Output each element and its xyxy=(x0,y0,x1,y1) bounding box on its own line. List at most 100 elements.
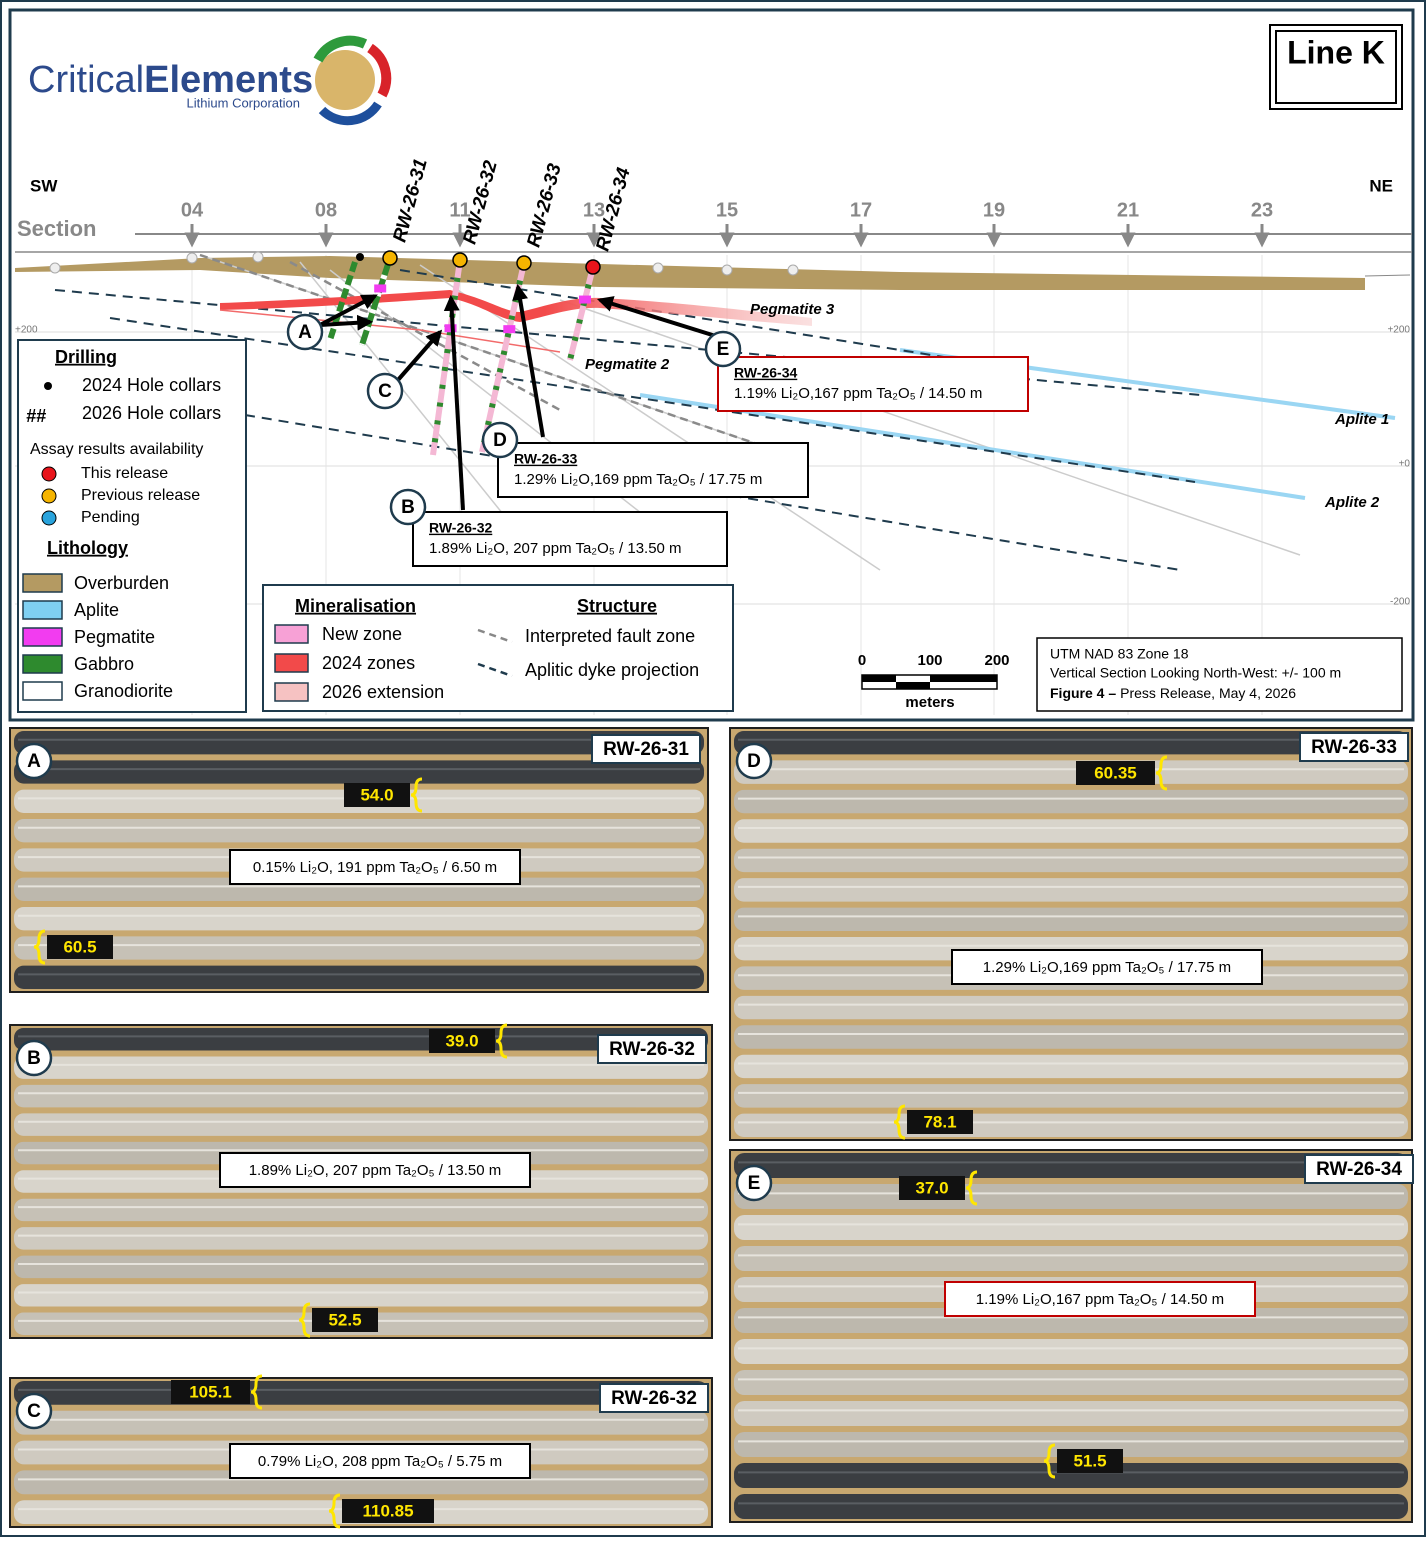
panel-marker xyxy=(15,1392,53,1430)
station-label: 21 xyxy=(1117,199,1139,221)
info-line: UTM NAD 83 Zone 18 xyxy=(1050,646,1189,662)
logo-arc-red xyxy=(367,43,392,98)
depth-label: 60.5 xyxy=(63,937,96,956)
pegmatite-intercept xyxy=(444,324,457,333)
legend-box xyxy=(17,339,247,713)
callout-hole: RW-26-32 xyxy=(429,520,492,536)
logo-text: CriticalElements xyxy=(28,59,313,101)
legend-item: Pegmatite xyxy=(74,627,155,647)
assay-swatch xyxy=(41,466,57,482)
elevation-label: +200 xyxy=(15,325,38,336)
scale-seg xyxy=(896,682,930,689)
core-row xyxy=(14,877,704,901)
old-hole xyxy=(419,264,881,571)
old-collar xyxy=(787,264,799,276)
depth-brace xyxy=(410,777,423,813)
core-row xyxy=(14,1227,708,1250)
depth-label: 54.0 xyxy=(360,785,393,804)
callout-marker xyxy=(704,330,742,368)
core-row xyxy=(734,1494,1408,1519)
legend-item: Previous release xyxy=(81,487,200,504)
panel-marker xyxy=(15,742,53,780)
hole-collar xyxy=(382,250,398,266)
depth-brace xyxy=(298,1302,311,1338)
core-row xyxy=(734,1025,1408,1049)
scale-label: 200 xyxy=(984,652,1009,669)
callout-arrow xyxy=(319,294,378,327)
result-box xyxy=(229,1443,531,1479)
title-box xyxy=(1269,24,1403,110)
logo-name-bold: Elements xyxy=(144,59,313,101)
unit-label: Aplite 2 xyxy=(1324,494,1380,511)
legend-item: 2026 extension xyxy=(322,682,444,702)
logo-globe xyxy=(315,50,375,110)
depth-label-bg xyxy=(344,783,410,807)
legend-heading: Assay results availability xyxy=(30,441,203,458)
panel-marker xyxy=(735,742,773,780)
hole-collar xyxy=(516,255,532,271)
old-collar xyxy=(252,251,264,263)
info-box xyxy=(1036,637,1403,712)
depth-label: 51.5 xyxy=(1073,1451,1106,1470)
legend-heading: Mineralisation xyxy=(295,596,416,616)
callout-marker xyxy=(286,313,324,351)
legend-item: 2024 zones xyxy=(322,653,415,673)
legend-item: Overburden xyxy=(74,573,169,593)
core-row xyxy=(734,995,1408,1020)
bedrock-top xyxy=(1364,274,1411,277)
unit-label: Pegmatite 3 xyxy=(750,301,835,318)
collar-symbol: ## xyxy=(26,406,46,426)
section-label: Section xyxy=(17,216,96,241)
scale-unit: meters xyxy=(905,694,954,711)
hole-trace-ticks xyxy=(430,259,463,456)
logo-arc-green xyxy=(313,35,368,63)
depth-label: 52.5 xyxy=(328,1310,361,1329)
core-row xyxy=(734,1246,1408,1271)
lithology-swatch xyxy=(22,627,63,647)
lithology-swatch xyxy=(22,681,63,701)
old-collar xyxy=(49,262,61,274)
dyke-projection xyxy=(109,317,1196,483)
title-box-inner xyxy=(1275,30,1397,104)
result-box xyxy=(229,849,521,885)
callout-box xyxy=(497,442,809,498)
direction-label: SW xyxy=(30,176,58,195)
collar-symbol xyxy=(44,382,52,390)
core-row xyxy=(734,1339,1408,1364)
result-box xyxy=(944,1281,1256,1317)
core-row xyxy=(14,1284,708,1307)
panel-letter: A xyxy=(27,751,41,772)
core-row xyxy=(14,1113,708,1136)
assay-swatch xyxy=(41,510,57,526)
core-row xyxy=(14,1410,708,1435)
zone-2024-thin xyxy=(219,309,561,353)
core-row xyxy=(14,1470,708,1495)
callout-marker xyxy=(481,421,519,459)
structure-swatch xyxy=(477,662,513,678)
depth-brace xyxy=(250,1374,263,1410)
core-row xyxy=(734,731,1408,755)
callout-letter: C xyxy=(378,381,392,402)
callout-letter: B xyxy=(401,497,415,518)
depth-label: 105.1 xyxy=(189,1382,232,1401)
title: Line K xyxy=(1287,34,1385,70)
figure-number: Figure 4 – xyxy=(1050,685,1116,701)
callout-marker xyxy=(389,488,427,526)
elevation-label: +200 xyxy=(1387,325,1410,336)
core-row xyxy=(734,1463,1408,1488)
depth-brace xyxy=(1155,755,1168,791)
hole-label-box xyxy=(1299,732,1409,762)
depth-label-bg xyxy=(342,1499,434,1523)
pegmatite-intercept xyxy=(578,295,591,304)
scale-seg xyxy=(930,675,997,682)
core-row xyxy=(734,848,1408,873)
scale-seg xyxy=(862,675,896,682)
mineralisation-swatch xyxy=(274,682,309,702)
core-row xyxy=(14,965,704,989)
station-label: 04 xyxy=(181,199,204,221)
legend-item: 2026 Hole collars xyxy=(82,403,221,423)
unit-label: Pegmatite 2 xyxy=(585,356,670,373)
logo-subtitle: Lithium Corporation xyxy=(187,95,300,110)
legend-item: Aplite xyxy=(74,600,119,620)
